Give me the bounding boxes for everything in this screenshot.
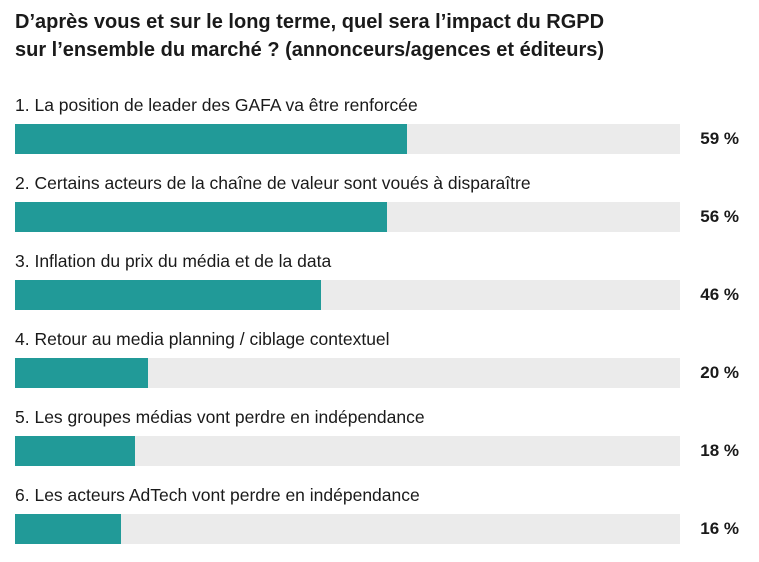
value-label: 16 % [700, 519, 739, 538]
chart-title-line-2: sur l’ensemble du marché ? (annonceurs/a… [15, 39, 605, 61]
bar-track [15, 202, 680, 232]
bar-track [15, 124, 680, 154]
bar-row: 2. Certains acteurs de la chaîne de vale… [0, 172, 759, 250]
bar [15, 124, 408, 154]
bar-row: 6. Les acteurs AdTech vont perdre en ind… [0, 484, 759, 562]
bar-row: 5. Les groupes médias vont perdre en ind… [0, 406, 759, 484]
bar [15, 514, 122, 544]
bar [15, 358, 148, 388]
bar-row: 1. La position de leader des GAFA va êtr… [0, 94, 759, 172]
value-label: 18 % [700, 441, 739, 460]
bar-track [15, 280, 680, 310]
bar-track [15, 436, 680, 466]
category-label: 1. La position de leader des GAFA va êtr… [15, 95, 418, 115]
bar [15, 280, 321, 310]
bar-track [15, 358, 680, 388]
bar [15, 202, 388, 232]
value-label: 59 % [700, 129, 739, 148]
bar-track [15, 514, 680, 544]
value-label: 56 % [700, 207, 739, 226]
category-label: 4. Retour au media planning / ciblage co… [15, 329, 390, 349]
category-label: 5. Les groupes médias vont perdre en ind… [15, 407, 425, 427]
category-label: 2. Certains acteurs de la chaîne de vale… [15, 173, 531, 193]
category-label: 3. Inflation du prix du média et de la d… [15, 251, 332, 271]
category-label: 6. Les acteurs AdTech vont perdre en ind… [15, 485, 420, 505]
bar-row: 4. Retour au media planning / ciblage co… [0, 328, 759, 406]
value-label: 20 % [700, 363, 739, 382]
chart-title: D’après vous et sur le long terme, quel … [15, 8, 745, 64]
value-label: 46 % [700, 285, 739, 304]
chart-title-line-1: D’après vous et sur le long terme, quel … [15, 11, 605, 33]
bar-row: 3. Inflation du prix du média et de la d… [0, 250, 759, 328]
bar [15, 436, 135, 466]
